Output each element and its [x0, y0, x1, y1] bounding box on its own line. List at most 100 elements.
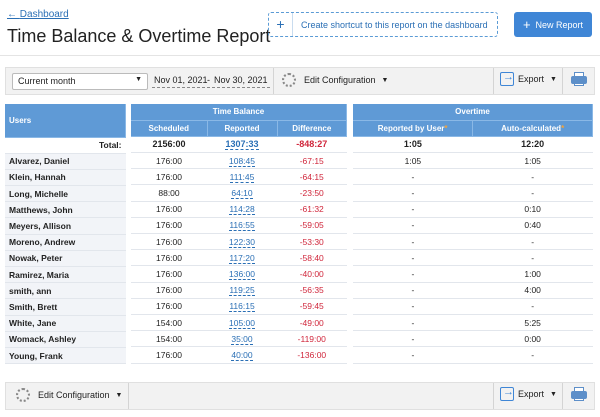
difference-cell: -53:30 — [277, 233, 347, 251]
reported-cell[interactable]: 108:45 — [207, 152, 277, 170]
export-button[interactable]: Export ▼ — [500, 386, 557, 401]
reported-by-user-cell: - — [353, 314, 473, 332]
reported-cell[interactable]: 122:30 — [207, 233, 277, 251]
auto-calculated-cell: - — [472, 298, 593, 315]
table-row: 176:00 40:00 -136:00 — [131, 346, 347, 364]
back-to-dashboard-link[interactable]: ← Dashboard — [7, 9, 69, 20]
table-row: 154:00 35:00 -119:00 — [131, 330, 347, 348]
scheduled-cell: 88:00 — [131, 184, 207, 202]
reported-by-user-cell: - — [353, 217, 473, 235]
auto-calculated-cell: 0:00 — [472, 330, 593, 348]
reported-by-user-cell: - — [353, 201, 473, 218]
edit-configuration-label: Edit Configuration — [38, 390, 110, 400]
new-report-button[interactable]: + New Report — [514, 12, 592, 37]
scheduled-cell: 176:00 — [131, 201, 207, 218]
table-row: 176:00 119:25 -56:35 — [131, 282, 347, 299]
date-separator: - — [207, 75, 210, 85]
table-row: -5:25 — [353, 314, 593, 332]
back-link-label: Dashboard — [19, 9, 69, 20]
table-row: 176:00 116:55 -59:05 — [131, 217, 347, 235]
reported-by-user-cell: - — [353, 249, 473, 267]
reported-cell[interactable]: 111:45 — [207, 168, 277, 186]
plus-icon: + — [269, 13, 293, 36]
user-name: Meyers, Allison — [5, 217, 126, 235]
reported-by-user-cell: - — [353, 168, 473, 186]
difference-cell: -61:32 — [277, 201, 347, 218]
table-row: -- — [353, 298, 593, 315]
users-column-header: Users — [5, 104, 126, 138]
user-name: Long, Michelle — [5, 185, 126, 203]
overtime-table: Overtime Reported by User* Auto-calculat… — [353, 104, 593, 364]
print-button[interactable] — [570, 72, 588, 88]
date-to-field[interactable]: Nov 30, 2021 — [212, 73, 270, 88]
edit-configuration-label: Edit Configuration — [304, 75, 376, 85]
time-balance-table: Time Balance Scheduled Reported Differen… — [131, 104, 347, 364]
table-row: -- — [353, 184, 593, 202]
print-button[interactable] — [570, 387, 588, 403]
table-row: 176:00 116:15 -59:45 — [131, 298, 347, 315]
toolbar-separator — [562, 383, 563, 409]
difference-column-header: Difference — [277, 120, 347, 137]
scheduled-cell: 176:00 — [131, 346, 207, 364]
edit-configuration-button[interactable]: Edit Configuration ▼ — [16, 388, 122, 402]
users-table: Users Total: Alvarez, Daniel Klein, Hanna… — [5, 104, 126, 365]
period-select-value: Current month — [18, 76, 76, 86]
scheduled-cell: 154:00 — [131, 314, 207, 332]
table-row: 154:00 105:00 -49:00 — [131, 314, 347, 332]
user-name: White, Jane — [5, 315, 126, 332]
edit-configuration-button[interactable]: Edit Configuration ▼ — [282, 73, 388, 87]
plus-icon: + — [522, 17, 531, 32]
scheduled-cell: 176:00 — [131, 265, 207, 283]
table-row: Long, Michelle — [5, 185, 126, 203]
reported-by-user-cell: - — [353, 346, 473, 364]
table-row: Meyers, Allison — [5, 217, 126, 235]
table-row: 176:00 117:20 -58:40 — [131, 249, 347, 267]
user-name: Alvarez, Daniel — [5, 153, 126, 170]
user-name: Matthews, John — [5, 201, 126, 219]
table-row: -0:40 — [353, 217, 593, 235]
export-button[interactable]: Export ▼ — [500, 71, 557, 86]
table-row: 176:00 136:00 -40:00 — [131, 265, 347, 283]
gear-icon — [282, 73, 296, 87]
toolbar-separator — [493, 68, 494, 94]
table-row: Moreno, Andrew — [5, 234, 126, 251]
auto-calculated-cell: 0:10 — [472, 201, 593, 218]
reported-cell[interactable]: 116:15 — [207, 298, 277, 315]
reported-cell[interactable]: 117:20 — [207, 249, 277, 267]
table-row: -4:00 — [353, 282, 593, 299]
difference-cell: -56:35 — [277, 282, 347, 299]
reported-cell[interactable]: 116:55 — [207, 217, 277, 235]
reported-cell[interactable]: 35:00 — [207, 330, 277, 348]
reported-cell[interactable]: 105:00 — [207, 314, 277, 332]
user-name: Womack, Ashley — [5, 331, 126, 348]
user-name: Klein, Hannah — [5, 169, 126, 187]
auto-calculated-cell: 4:00 — [472, 282, 593, 299]
difference-cell: -67:15 — [277, 152, 347, 170]
difference-cell: -40:00 — [277, 265, 347, 283]
reported-cell[interactable]: 136:00 — [207, 265, 277, 283]
user-name: Smith, Brett — [5, 298, 126, 316]
user-name: Young, Frank — [5, 347, 126, 365]
table-row: 176:00 114:28 -61:32 — [131, 201, 347, 218]
auto-calculated-cell: 5:25 — [472, 314, 593, 332]
chevron-down-icon: ▼ — [550, 390, 557, 398]
reported-cell[interactable]: 119:25 — [207, 282, 277, 299]
scheduled-cell: 176:00 — [131, 217, 207, 235]
date-from-field[interactable]: Nov 01, 2021 — [152, 73, 210, 88]
table-row: Alvarez, Daniel — [5, 153, 126, 170]
total-auto-calculated: 12:20 — [472, 136, 593, 154]
reported-cell[interactable]: 114:28 — [207, 201, 277, 218]
reported-cell[interactable]: 40:00 — [207, 346, 277, 364]
total-reported-by-user: 1:05 — [353, 136, 473, 154]
total-reported[interactable]: 1307:33 — [207, 136, 277, 154]
user-name: smith, ann — [5, 282, 126, 300]
create-shortcut-button[interactable]: + Create shortcut to this report on the … — [268, 12, 498, 37]
period-select[interactable]: Current month ▼ — [12, 73, 148, 90]
reported-by-user-column-header: Reported by User* — [353, 120, 474, 137]
reported-cell[interactable]: 64:10 — [207, 184, 277, 202]
user-name: Moreno, Andrew — [5, 234, 126, 251]
overtime-header: Overtime — [353, 104, 593, 121]
reported-by-user-cell: - — [353, 233, 473, 251]
page-title: Time Balance & Overtime Report — [7, 26, 271, 46]
table-row: Ramirez, Maria — [5, 266, 126, 284]
